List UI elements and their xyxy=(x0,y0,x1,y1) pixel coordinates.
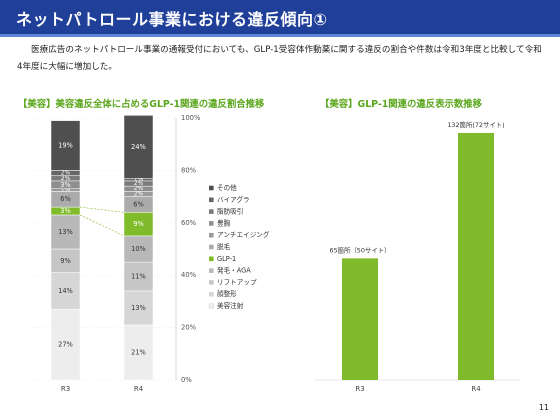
legend-label: その他 xyxy=(217,183,237,192)
legend-swatch xyxy=(209,232,214,238)
data-label: 10% xyxy=(131,245,146,253)
data-label: 6% xyxy=(133,200,143,208)
data-label: 21% xyxy=(131,348,146,356)
header-bar: ネットパトロール事業における違反傾向① xyxy=(0,0,560,37)
data-label: 13% xyxy=(58,228,73,236)
legend-swatch xyxy=(209,244,214,250)
data-label: 9% xyxy=(60,257,70,265)
data-label: 3% xyxy=(60,181,70,189)
bar-segment-R3-0 xyxy=(50,309,81,381)
data-label: 27% xyxy=(58,341,73,349)
data-label: 13% xyxy=(131,304,146,312)
legend-swatch xyxy=(209,256,214,262)
y-tick-label: 100% xyxy=(181,114,201,122)
bar-segment-R3-1 xyxy=(50,272,81,310)
bar-segment-R4-0 xyxy=(123,324,154,381)
y-tick-label: 20% xyxy=(181,324,197,332)
data-label: 2% xyxy=(61,171,71,177)
legend-label: 豊胸 xyxy=(217,218,231,227)
legend-swatch xyxy=(208,303,214,309)
bar-segment-R4-2 xyxy=(123,261,154,292)
x-tick-label: R4 xyxy=(134,385,144,393)
legend-swatch xyxy=(209,185,214,191)
data-label: 9% xyxy=(133,220,143,228)
data-label: 2% xyxy=(134,181,144,187)
data-label: 2% xyxy=(134,186,144,192)
data-label: 132箇所(72サイト) xyxy=(447,120,504,129)
data-label: 11% xyxy=(131,273,146,281)
legend-swatch xyxy=(209,209,214,214)
legend-swatch xyxy=(209,280,214,285)
bar-segment-R3-3 xyxy=(50,214,81,250)
data-label: 3% xyxy=(60,207,70,215)
data-label: 2% xyxy=(134,191,144,197)
intro-text: 医療広告のネットパトロール事業の通報受付においても、GLP-1受容体作動薬に関す… xyxy=(17,45,542,72)
legend-swatch xyxy=(209,291,214,297)
x-tick-label: R4 xyxy=(471,385,481,393)
data-label: 1% xyxy=(61,188,71,194)
legend-label: 顔整形 xyxy=(217,289,237,298)
data-label: 24% xyxy=(131,143,146,151)
legend-swatch xyxy=(209,221,214,226)
legend-label: 脱毛 xyxy=(217,242,231,251)
page-title: ネットパトロール事業における違反傾向① xyxy=(16,10,328,29)
data-label: 1% xyxy=(134,177,144,183)
bar-segment-R3-10 xyxy=(50,120,81,171)
legend-label: GLP-1 xyxy=(217,255,236,263)
y-tick-label: 40% xyxy=(181,271,197,279)
legend-swatch xyxy=(209,268,214,273)
bar-segment-R4-10 xyxy=(123,115,154,179)
right-chart-title: 【美容】GLP-1関連の違反表示数推移 xyxy=(320,99,483,110)
page-number: 11 xyxy=(538,403,549,412)
y-tick-label: 80% xyxy=(181,166,197,174)
data-label: 6% xyxy=(60,195,70,203)
bar-segment-R4-1 xyxy=(123,290,154,326)
y-tick-label: 0% xyxy=(181,376,192,384)
legend-label: 脂肪吸引 xyxy=(217,207,243,216)
y-tick-label: 60% xyxy=(181,219,197,227)
data-label: 65箇所（50サイト） xyxy=(330,245,391,254)
bar-R4 xyxy=(458,132,494,380)
legend-label: 発毛・AGA xyxy=(217,266,251,275)
legend-label: リフトアップ xyxy=(217,278,257,286)
legend-swatch xyxy=(209,197,214,203)
legend-label: バイアグラ xyxy=(217,195,250,204)
legend-label: アンチエイジング xyxy=(217,230,270,239)
bar-R3 xyxy=(342,258,378,380)
x-tick-label: R3 xyxy=(61,385,70,393)
data-label: 2% xyxy=(61,176,71,182)
legend-label: 美容注射 xyxy=(217,301,244,310)
data-label: 19% xyxy=(58,142,73,150)
glp1-connector-top xyxy=(79,206,125,213)
data-label: 14% xyxy=(58,287,73,295)
glp1-connector-bottom xyxy=(79,214,125,237)
left-chart-title: 【美容】美容違反全体に占めるGLP-1関連の違反割合推移 xyxy=(18,99,265,110)
x-tick-label: R3 xyxy=(355,385,364,393)
